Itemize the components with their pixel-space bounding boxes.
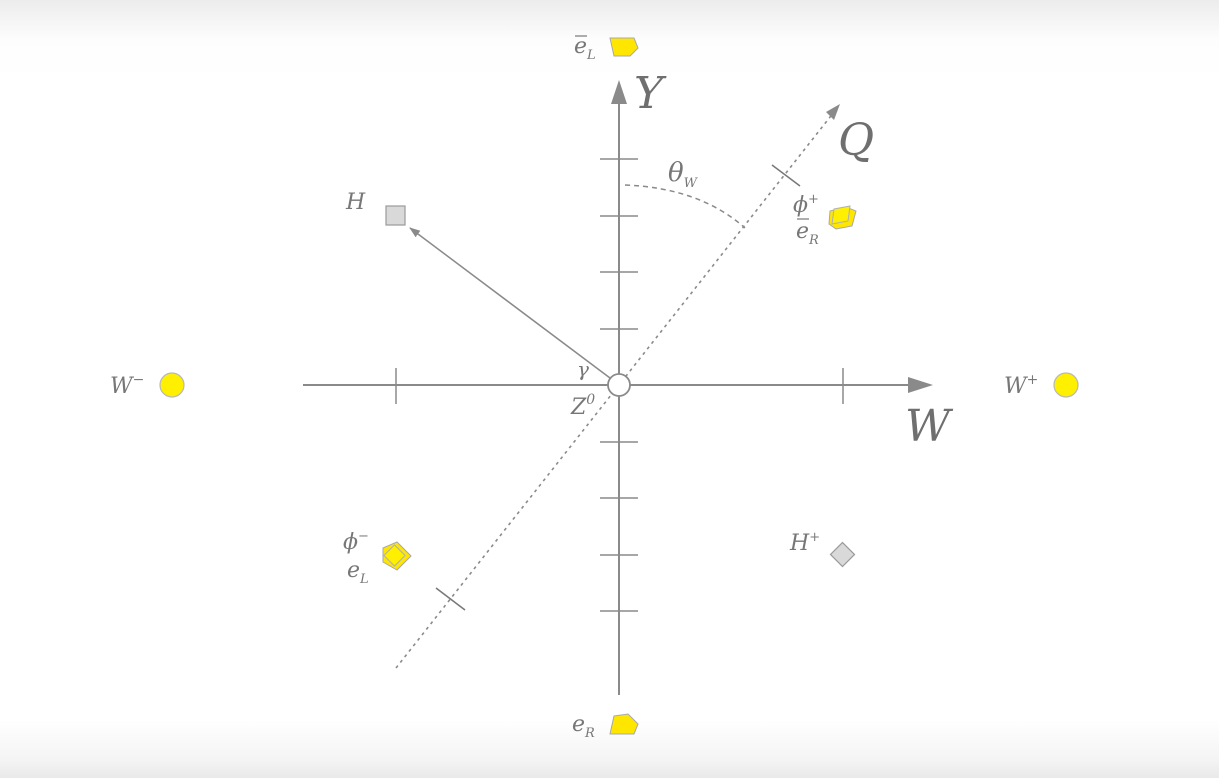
er-particle: eR	[572, 712, 639, 741]
y-axis-arrowhead	[611, 80, 627, 104]
q-axis-arrowhead	[826, 104, 840, 120]
higgs-square	[385, 205, 406, 226]
w-plus-particle: W+	[1004, 372, 1079, 399]
gamma-label: γ	[577, 357, 589, 381]
q-axis-label: Q	[838, 115, 874, 166]
w-plus-label: W+	[1004, 372, 1038, 399]
h-plus-label: H+	[789, 530, 820, 556]
higgs-vector-arrow	[409, 227, 611, 379]
phi-minus-el-pair: ϕ− eL	[343, 529, 412, 587]
er-icon	[609, 713, 639, 735]
phi-minus-label: ϕ−	[343, 529, 369, 555]
er-bar-label: eR	[796, 219, 819, 248]
el-label: eL	[347, 558, 369, 587]
phi-plus-label: ϕ+	[793, 192, 819, 218]
higgs-label: H	[345, 190, 366, 215]
phi-minus-diamond-icon	[383, 544, 406, 567]
w-minus-particle: W−	[110, 372, 185, 399]
el-bar-label: eL	[574, 34, 596, 63]
el-bar-particle: eL	[574, 34, 639, 63]
w-axis-label: W	[905, 401, 954, 452]
w-minus-label: W−	[110, 372, 144, 399]
q-axis-tick-upper	[771, 164, 801, 187]
y-axis-label: Y	[634, 68, 667, 119]
origin-photon-z-circle	[607, 373, 631, 397]
y-axis-ticks	[600, 158, 638, 612]
er-label: eR	[572, 712, 595, 741]
higgs-particle: H	[345, 190, 406, 226]
theta-w-arc	[624, 184, 746, 229]
theta-w-label: θW	[668, 158, 699, 191]
w-axis-arrowhead	[908, 377, 933, 393]
w-plus-circle	[1053, 372, 1079, 398]
h-plus-diamond	[829, 541, 856, 568]
q-axis-line	[395, 111, 835, 669]
el-bar-icon	[609, 37, 639, 57]
phi-plus-er-bar-pair: ϕ+ eR	[793, 192, 857, 248]
z0-label: Z0	[570, 392, 595, 420]
w-minus-circle	[159, 372, 185, 398]
h-plus-particle: H+	[789, 530, 856, 568]
phi-plus-square-icon	[831, 205, 851, 225]
q-axis-tick-lower	[435, 587, 466, 611]
